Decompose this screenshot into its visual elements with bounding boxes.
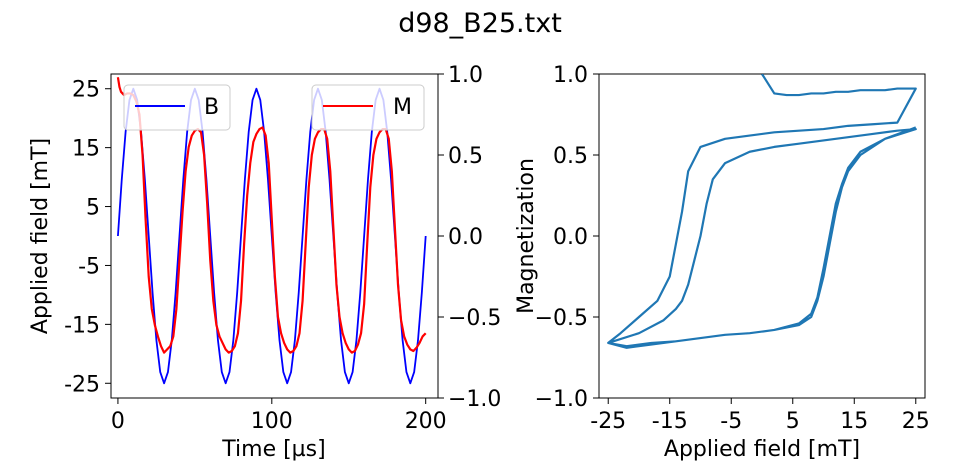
left-y-ticks: 25 15 5 -5 -15 -25 <box>64 78 111 397</box>
x-tick-label: 100 <box>251 409 293 434</box>
series-line-m <box>116 77 427 354</box>
legend-m-label: M <box>393 95 412 120</box>
right-series-layer <box>607 74 917 349</box>
y-tick-label: -25 <box>64 372 100 397</box>
right-y-ticks: 1.0 0.5 0.0 −0.5 −1.0 <box>535 63 599 412</box>
y2-tick-label: 1.0 <box>448 63 483 88</box>
right-y-axis-label: Magnetization <box>514 158 539 314</box>
legend-m: M <box>311 84 425 131</box>
legend-m-box <box>311 84 425 131</box>
y-tick-label: -5 <box>78 254 100 279</box>
left-y2-ticks: 1.0 0.5 0.0 −0.5 −1.0 <box>438 63 501 412</box>
y-tick-label: 5 <box>86 196 100 221</box>
legend-b: B <box>123 84 231 131</box>
y-tick-label: 15 <box>72 137 100 162</box>
x-tick-label: -5 <box>720 409 742 434</box>
left-y-axis-label: Applied field [mT] <box>28 138 53 334</box>
x-tick-label: 15 <box>840 409 868 434</box>
series-line-hysteresis <box>607 74 917 349</box>
y-tick-label: −0.5 <box>535 306 588 331</box>
y-tick-label: -15 <box>64 313 100 338</box>
left-x-axis-label: Time [µs] <box>221 437 325 462</box>
figure-title: d98_B25.txt <box>398 8 562 39</box>
x-tick-label: -15 <box>652 409 688 434</box>
y2-tick-label: 0.5 <box>448 144 483 169</box>
x-tick-label: -25 <box>590 409 626 434</box>
y-tick-label: 0.0 <box>553 225 588 250</box>
y-tick-label: 0.5 <box>553 144 588 169</box>
x-tick-label: 5 <box>786 409 800 434</box>
x-tick-label: 25 <box>902 409 930 434</box>
right-x-ticks: -25 -15 -5 5 15 25 <box>590 398 930 434</box>
legend-b-label: B <box>204 95 219 120</box>
y2-tick-label: −1.0 <box>448 387 501 412</box>
left-x-ticks: 0 100 200 <box>111 398 447 434</box>
right-x-axis-label: Applied field [mT] <box>664 437 860 462</box>
x-tick-label: 0 <box>111 409 125 434</box>
y-tick-label: −1.0 <box>535 387 588 412</box>
y2-tick-label: −0.5 <box>448 306 501 331</box>
x-tick-label: 200 <box>405 409 447 434</box>
right-plot-frame <box>598 73 926 399</box>
y2-tick-label: 0.0 <box>448 225 483 250</box>
hysteresis-chart: -25 -15 -5 5 15 25 1.0 0.5 0.0 −0.5 −1.0 Applied … <box>514 63 930 462</box>
y-tick-label: 1.0 <box>553 63 588 88</box>
y-tick-label: 25 <box>72 78 100 103</box>
legend-b-box <box>123 84 231 131</box>
